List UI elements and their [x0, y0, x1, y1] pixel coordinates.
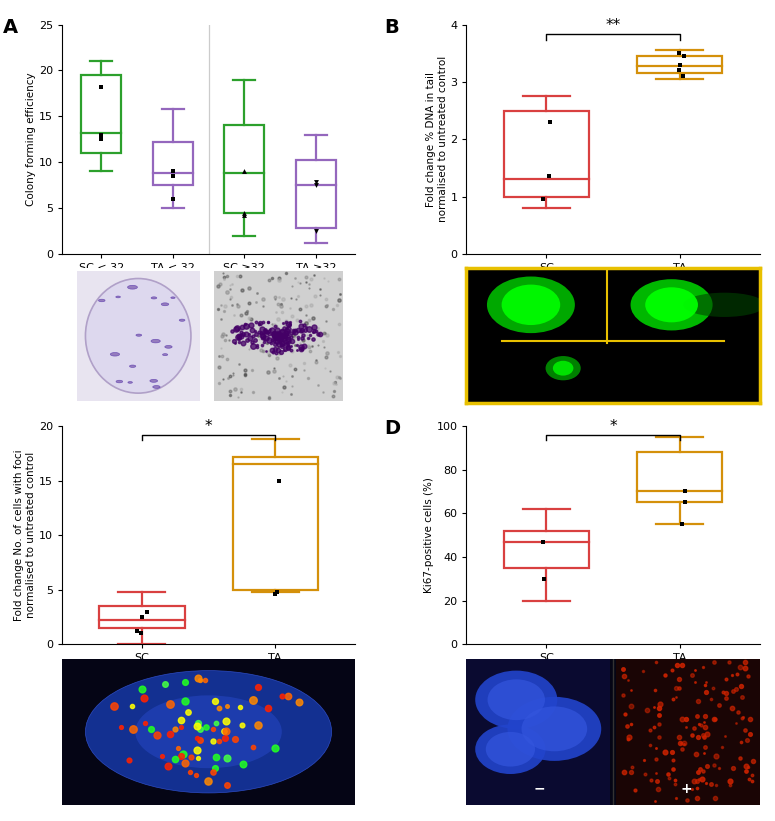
Ellipse shape — [151, 339, 160, 343]
FancyBboxPatch shape — [637, 56, 722, 73]
Ellipse shape — [487, 679, 545, 720]
Ellipse shape — [128, 286, 137, 289]
Text: *: * — [609, 419, 617, 433]
Text: −: − — [534, 782, 546, 796]
Text: D: D — [384, 420, 401, 438]
Bar — [215, 271, 343, 401]
Ellipse shape — [136, 334, 142, 337]
Text: B: B — [384, 18, 399, 37]
Ellipse shape — [475, 671, 557, 729]
FancyBboxPatch shape — [637, 452, 722, 502]
Ellipse shape — [110, 352, 119, 356]
Ellipse shape — [487, 277, 575, 333]
Text: +: + — [680, 782, 692, 796]
FancyBboxPatch shape — [504, 531, 589, 568]
Y-axis label: Ki67-positive cells (%): Ki67-positive cells (%) — [424, 477, 434, 593]
Ellipse shape — [179, 319, 185, 321]
FancyBboxPatch shape — [81, 75, 122, 153]
Ellipse shape — [161, 303, 169, 305]
Ellipse shape — [646, 287, 698, 323]
Text: **: ** — [605, 18, 621, 33]
Ellipse shape — [553, 360, 574, 375]
Ellipse shape — [170, 297, 175, 299]
Bar — [467, 659, 610, 805]
Ellipse shape — [128, 382, 133, 383]
Ellipse shape — [150, 379, 157, 383]
Ellipse shape — [522, 706, 587, 751]
Ellipse shape — [684, 292, 766, 317]
Text: A: A — [3, 18, 19, 37]
Circle shape — [85, 671, 332, 793]
Y-axis label: Colony forming efficiency: Colony forming efficiency — [26, 72, 36, 206]
FancyBboxPatch shape — [224, 126, 264, 213]
FancyBboxPatch shape — [504, 111, 589, 196]
FancyBboxPatch shape — [232, 456, 318, 589]
Ellipse shape — [501, 285, 560, 325]
Ellipse shape — [129, 365, 136, 368]
Y-axis label: Fold change % DNA in tail
normalised to untreated control: Fold change % DNA in tail normalised to … — [426, 56, 447, 222]
FancyBboxPatch shape — [153, 142, 193, 185]
Ellipse shape — [475, 724, 546, 774]
Ellipse shape — [163, 354, 167, 355]
FancyBboxPatch shape — [296, 160, 336, 228]
Y-axis label: Fold change No. of cells with foci
normalised to untreated control: Fold change No. of cells with foci norma… — [15, 449, 36, 621]
Text: *: * — [205, 419, 212, 433]
Ellipse shape — [98, 299, 105, 302]
Ellipse shape — [486, 732, 535, 767]
Ellipse shape — [165, 346, 172, 348]
Ellipse shape — [546, 356, 580, 380]
Ellipse shape — [153, 386, 160, 388]
Ellipse shape — [85, 278, 191, 393]
Circle shape — [136, 695, 282, 768]
Ellipse shape — [631, 279, 712, 330]
Ellipse shape — [115, 296, 120, 298]
Bar — [616, 659, 760, 805]
FancyBboxPatch shape — [99, 606, 184, 628]
Ellipse shape — [508, 697, 601, 761]
Ellipse shape — [151, 297, 157, 299]
Bar — [77, 271, 200, 401]
Ellipse shape — [116, 380, 122, 383]
